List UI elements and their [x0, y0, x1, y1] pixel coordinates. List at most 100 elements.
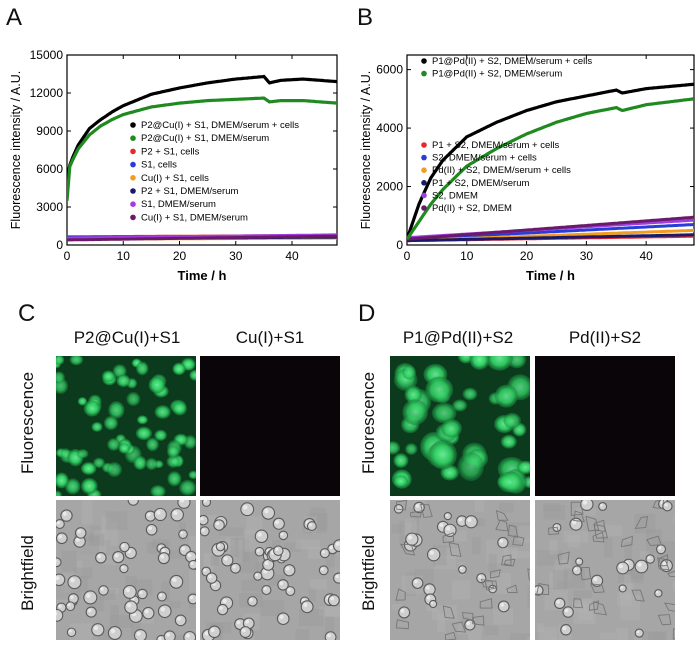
x-axis-title: Time / h	[178, 268, 227, 283]
fluorescent-cell	[390, 441, 401, 455]
y-tick-label: 0	[396, 238, 403, 252]
fluorescent-cell	[136, 415, 148, 425]
legend-entry: P2 + S1, DMEM/serum	[141, 186, 238, 197]
brightfield-cell	[107, 625, 122, 640]
brightfield-cell	[98, 585, 109, 596]
brightfield-cell	[327, 594, 340, 607]
brightfield-cell	[598, 501, 608, 511]
y-tick-label: 6000	[376, 63, 403, 77]
fluorescent-cell	[500, 434, 517, 449]
brightfield-cell	[174, 614, 187, 627]
fluorescent-cell	[69, 356, 84, 366]
fluorescent-cell	[65, 478, 81, 495]
fluorescent-cell	[80, 462, 97, 475]
row-label-brightfield-c: Brightfield	[18, 535, 37, 611]
x-tick-label: 40	[285, 249, 299, 263]
micrograph-c-fluorescence-cu-s1	[200, 356, 340, 496]
legend-marker	[130, 148, 136, 155]
chart-b: 0 10 20 30 40 0 2000 4000 6000 Time / h Fluorescen…	[359, 54, 695, 283]
brightfield-cell	[319, 548, 330, 559]
fluorescent-cell	[179, 479, 196, 496]
y-tick-label: 6000	[36, 162, 63, 176]
condition-label-d1: P1@Pd(II)+S2	[402, 328, 514, 347]
series-line-2	[67, 96, 337, 201]
brightfield-cell	[277, 579, 289, 591]
fluorescent-cell	[485, 356, 513, 371]
plot-frame	[406, 54, 695, 246]
brightfield-cell	[83, 590, 98, 605]
legend-marker	[130, 201, 136, 207]
y-tick-label: 3000	[36, 200, 63, 214]
series-line-8	[67, 234, 337, 242]
brightfield-cell	[60, 509, 73, 522]
fluorescent-cell	[135, 426, 153, 441]
brightfield-cell	[429, 599, 438, 609]
fluorescent-cell	[166, 445, 180, 459]
fluorescent-cell	[116, 374, 131, 388]
brightfield-cell	[91, 623, 105, 637]
fluorescent-cell	[154, 405, 171, 419]
brightfield-cell	[656, 544, 667, 555]
brightfield-cell	[122, 584, 137, 599]
x-tick-label: 10	[117, 249, 131, 263]
x-tick-label: 0	[64, 249, 71, 263]
brightfield-cell	[56, 557, 62, 568]
brightfield-cell	[662, 501, 673, 512]
legend-entry: S2, DMEM/serum + cells	[432, 153, 537, 164]
micrograph-c-brightfield-cu-s1	[200, 500, 340, 640]
brightfield-cell	[156, 591, 167, 602]
fluorescent-cell	[150, 485, 166, 496]
brightfield-cell	[278, 530, 289, 541]
fluorescent-cell	[167, 471, 182, 487]
fluorescent-cell	[146, 437, 159, 452]
brightfield-cell	[398, 606, 411, 619]
brightfield-cell	[142, 606, 155, 620]
panel-letter-b: B	[357, 4, 374, 31]
legend-marker	[421, 192, 427, 199]
condition-label-c1: P2@Cu(I)+S1	[73, 328, 181, 347]
micrograph-d-fluorescence-p1pd-s2	[390, 356, 530, 496]
fluorescent-cell	[126, 392, 141, 407]
brightfield-cell	[247, 596, 258, 607]
brightfield-cell	[157, 604, 172, 619]
brightfield-cell	[169, 574, 184, 589]
fluorescent-cell	[108, 401, 125, 419]
brightfield-cell	[239, 626, 252, 638]
fluorescent-cell	[148, 376, 166, 394]
legend-entry: P1@Pd(II) + S2, DMEM/serum + cells	[432, 56, 592, 67]
brightfield-cell	[56, 518, 65, 530]
fluorescent-cell	[425, 376, 454, 403]
micrograph-d-brightfield-p1pd-s2	[390, 500, 530, 640]
x-tick-label: 10	[460, 249, 474, 263]
brightfield-cell	[153, 507, 167, 522]
fluorescent-cell	[107, 438, 121, 451]
legend-marker	[421, 205, 427, 211]
brightfield-cell	[283, 564, 296, 577]
fluorescent-cell	[469, 356, 490, 370]
x-tick-label: 30	[229, 249, 243, 263]
y-tick-label: 12000	[30, 86, 64, 100]
legend-marker	[130, 214, 136, 221]
fluorescent-cell	[83, 400, 101, 417]
legend-entry: P1 + S2, DMEM/serum	[432, 178, 529, 189]
row-label-fluorescence-d: Fluorescence	[359, 371, 378, 475]
legend-entry: P2@Cu(I) + S1, DMEM/serum	[141, 133, 269, 144]
fluorescent-cell	[393, 453, 409, 468]
fluorescent-cell	[118, 443, 131, 454]
brightfield-cell	[443, 523, 457, 537]
panel-letter-a: A	[6, 4, 23, 31]
fluorescent-cell	[56, 472, 69, 489]
fluorescent-cell	[393, 475, 408, 488]
legend-marker	[421, 58, 427, 64]
brightfield-cell	[157, 552, 170, 565]
x-tick-label: 0	[404, 249, 411, 263]
brightfield-cell	[645, 554, 655, 564]
series-line-8	[407, 215, 694, 241]
legend-entry: P1 + S2, DMEM/serum + cells	[432, 140, 559, 151]
panel-letter-c: C	[18, 300, 36, 327]
fluorescent-cell	[93, 457, 105, 469]
x-tick-label: 40	[639, 249, 653, 263]
brightfield-cell	[95, 551, 107, 564]
brightfield-cell	[423, 583, 436, 596]
brightfield-cell	[208, 625, 221, 639]
